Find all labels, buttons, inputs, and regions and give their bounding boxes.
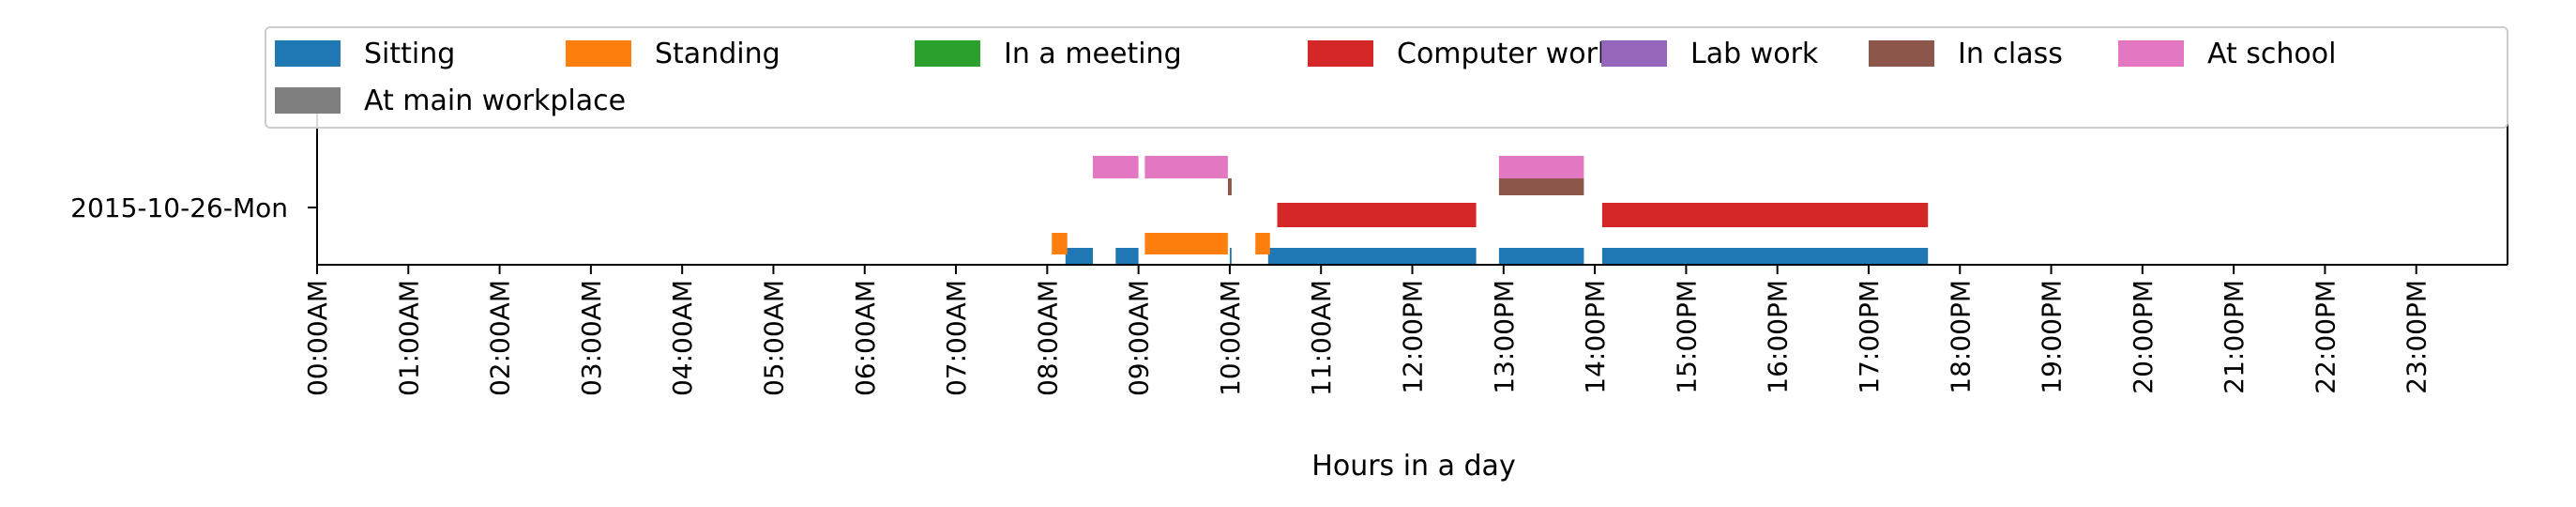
x-tick-label: 23:00PM bbox=[2402, 280, 2432, 394]
x-tick-label: 13:00PM bbox=[1489, 280, 1520, 394]
x-tick-label: 17:00PM bbox=[1854, 280, 1885, 394]
bar-sitting-5 bbox=[1601, 248, 1929, 265]
x-tick-label: 10:00AM bbox=[1215, 280, 1246, 396]
axes bbox=[316, 113, 2508, 266]
x-tick-label: 16:00PM bbox=[1763, 280, 1794, 394]
x-tick-label: 15:00PM bbox=[1671, 280, 1702, 394]
x-tick-label: 11:00AM bbox=[1306, 280, 1337, 396]
x-tick-label: 02:00AM bbox=[485, 280, 516, 396]
legend-swatch bbox=[1601, 40, 1667, 67]
x-tick-label: 12:00PM bbox=[1398, 280, 1429, 394]
bar-sitting-0 bbox=[1065, 248, 1093, 265]
bar-standing-1 bbox=[1144, 233, 1228, 254]
legend-label: Lab work bbox=[1690, 38, 1819, 70]
legend-label: Computer work bbox=[1397, 38, 1614, 70]
x-tick-label: 18:00PM bbox=[1945, 280, 1976, 394]
legend-label: Standing bbox=[655, 38, 780, 70]
x-tick-label: 21:00PM bbox=[2219, 280, 2250, 394]
legend-swatch bbox=[566, 40, 631, 67]
bar-in-class-0 bbox=[1228, 178, 1232, 195]
x-tick-label: 20:00PM bbox=[2128, 280, 2159, 394]
x-tick-label: 19:00PM bbox=[2037, 280, 2068, 394]
x-tick-label: 04:00AM bbox=[667, 280, 698, 396]
legend: Sitting Standing In a meeting Computer work… bbox=[265, 26, 2508, 129]
bar-layer bbox=[1052, 156, 1929, 265]
y-axis-ticks: 2015-10-26-Mon bbox=[70, 192, 317, 223]
bar-sitting-3 bbox=[1267, 248, 1477, 265]
x-axis-label: Hours in a day bbox=[1311, 450, 1515, 483]
legend-label: In a meeting bbox=[1004, 38, 1182, 70]
bar-computer-work-1 bbox=[1601, 203, 1929, 227]
bar-in-class-1 bbox=[1498, 178, 1584, 195]
x-tick-label: 08:00AM bbox=[1032, 280, 1063, 396]
x-tick-label: 01:00AM bbox=[393, 280, 424, 396]
x-tick-label: 05:00AM bbox=[758, 280, 789, 396]
bar-sitting-2 bbox=[1229, 248, 1232, 265]
bar-at-school-1 bbox=[1144, 156, 1228, 178]
legend-label: In class bbox=[1958, 38, 2063, 70]
legend-swatch bbox=[275, 40, 341, 67]
bar-at-school-2 bbox=[1498, 156, 1584, 178]
legend-label: At main workplace bbox=[364, 84, 626, 117]
legend-label: Sitting bbox=[364, 38, 455, 70]
x-axis-ticks: 00:00AM 01:00AM 02:00AM 03:00AM 04:00AM 05:00… bbox=[302, 265, 2432, 396]
legend-swatch bbox=[915, 40, 980, 67]
bar-computer-work-0 bbox=[1277, 203, 1477, 227]
legend-swatch bbox=[275, 87, 341, 114]
bar-sitting-4 bbox=[1498, 248, 1584, 265]
legend-swatch bbox=[1308, 40, 1373, 67]
legend-frame bbox=[265, 26, 2508, 129]
x-tick-label: 09:00AM bbox=[1124, 280, 1155, 396]
legend-swatch bbox=[2118, 40, 2184, 67]
x-tick-label: 14:00PM bbox=[1580, 280, 1611, 394]
bar-standing-0 bbox=[1052, 233, 1068, 254]
x-tick-label: 06:00AM bbox=[850, 280, 881, 396]
x-tick-label: 07:00AM bbox=[941, 280, 972, 396]
legend-swatch bbox=[1869, 40, 1934, 67]
x-tick-label: 22:00PM bbox=[2310, 280, 2341, 394]
bar-standing-2 bbox=[1255, 233, 1270, 254]
bar-sitting-1 bbox=[1115, 248, 1139, 265]
y-tick-label: 2015-10-26-Mon bbox=[70, 192, 288, 223]
x-tick-label: 00:00AM bbox=[302, 280, 333, 396]
legend-label: At school bbox=[2207, 38, 2336, 70]
bar-at-school-0 bbox=[1093, 156, 1139, 178]
x-tick-label: 03:00AM bbox=[576, 280, 607, 396]
